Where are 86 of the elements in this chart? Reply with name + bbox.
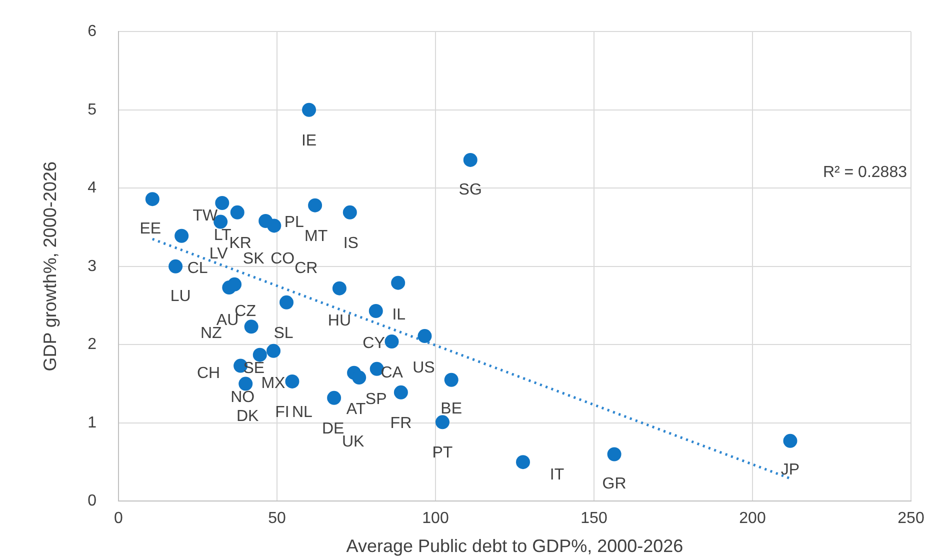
x-tick-label: 50 [268, 510, 286, 528]
point [302, 102, 316, 117]
y-tick-label: 3 [88, 258, 97, 275]
annotation: TW [192, 207, 218, 224]
x-axis-title: Average Public debt to GDP%, 2000-2026 [346, 536, 684, 556]
point [174, 228, 189, 243]
annotation: CL [187, 260, 208, 277]
annotation: AT [346, 401, 366, 418]
point [607, 447, 622, 462]
point [308, 198, 322, 212]
annotation: IT [550, 466, 564, 484]
x-tick-label: 0 [114, 510, 124, 528]
point [391, 276, 406, 290]
annotation: MT [304, 228, 328, 245]
y-axis-title: GDP growth%, 2000-2026 [40, 162, 60, 372]
annotation: GR [602, 476, 626, 493]
annotation: KR [229, 234, 252, 252]
annotation: NO [230, 389, 255, 406]
annotation: CH [196, 365, 220, 382]
point [783, 434, 798, 448]
annotation: PL [284, 214, 304, 232]
point [230, 205, 244, 220]
point [352, 370, 366, 385]
annotation: CR [294, 260, 318, 278]
annotation: CO [270, 250, 295, 268]
point [516, 455, 530, 470]
point [145, 192, 160, 206]
point [244, 320, 258, 334]
point [285, 374, 300, 388]
annotation: LV [209, 245, 228, 262]
annotation: R² = 0.2883 [822, 164, 908, 181]
annotation: HU [328, 312, 352, 330]
annotation: CZ [234, 303, 256, 320]
point [280, 295, 294, 310]
point [418, 329, 432, 344]
annotation: BE [440, 400, 462, 418]
annotation: SP [365, 390, 387, 408]
y-tick-label: 4 [88, 180, 97, 197]
point [444, 372, 458, 387]
y-tick-label: 1 [88, 414, 97, 432]
annotation: IS [343, 234, 358, 252]
y-tick-label: 2 [88, 336, 97, 354]
annotation: DE [322, 420, 344, 438]
x-tick-label: 150 [580, 510, 608, 528]
annotation: SE [243, 360, 265, 378]
annotation: SL [274, 324, 294, 342]
annotation: SG [458, 181, 482, 198]
annotation: EE [140, 220, 162, 238]
point [238, 376, 253, 391]
x-tick-label: 200 [739, 510, 766, 528]
annotation: IL [392, 306, 406, 324]
annotation: NZ [200, 324, 222, 342]
x-tick-label: 250 [898, 510, 924, 528]
annotation: JP [780, 461, 800, 478]
point [332, 281, 346, 296]
point [258, 214, 273, 228]
annotation: LU [170, 288, 191, 305]
x-tick-label: 100 [422, 510, 449, 528]
annotation: LT [214, 227, 232, 244]
annotation: SK [242, 250, 265, 268]
annotation: NL [292, 404, 313, 421]
annotation: DK [236, 408, 260, 426]
point [168, 259, 183, 274]
annotation: FI [275, 404, 290, 421]
point [384, 334, 399, 349]
y-tick-label: 6 [88, 23, 97, 40]
point [368, 304, 383, 318]
point [327, 390, 342, 405]
annotation: US [412, 359, 435, 376]
annotation: CY [362, 334, 386, 352]
annotation: MX [261, 374, 286, 392]
point [266, 344, 281, 358]
y-tick-label: 0 [88, 492, 97, 510]
annotation: IE [301, 132, 317, 150]
point [228, 277, 242, 292]
annotation: FR [390, 414, 412, 432]
point [463, 152, 478, 167]
point [215, 196, 230, 210]
point [435, 415, 450, 430]
point [342, 205, 357, 220]
y-tick-label: 5 [88, 101, 97, 118]
annotation: UK [342, 433, 364, 450]
annotation: CA [380, 364, 404, 382]
point [394, 385, 408, 400]
annotation: PT [432, 444, 453, 462]
point [252, 348, 267, 362]
